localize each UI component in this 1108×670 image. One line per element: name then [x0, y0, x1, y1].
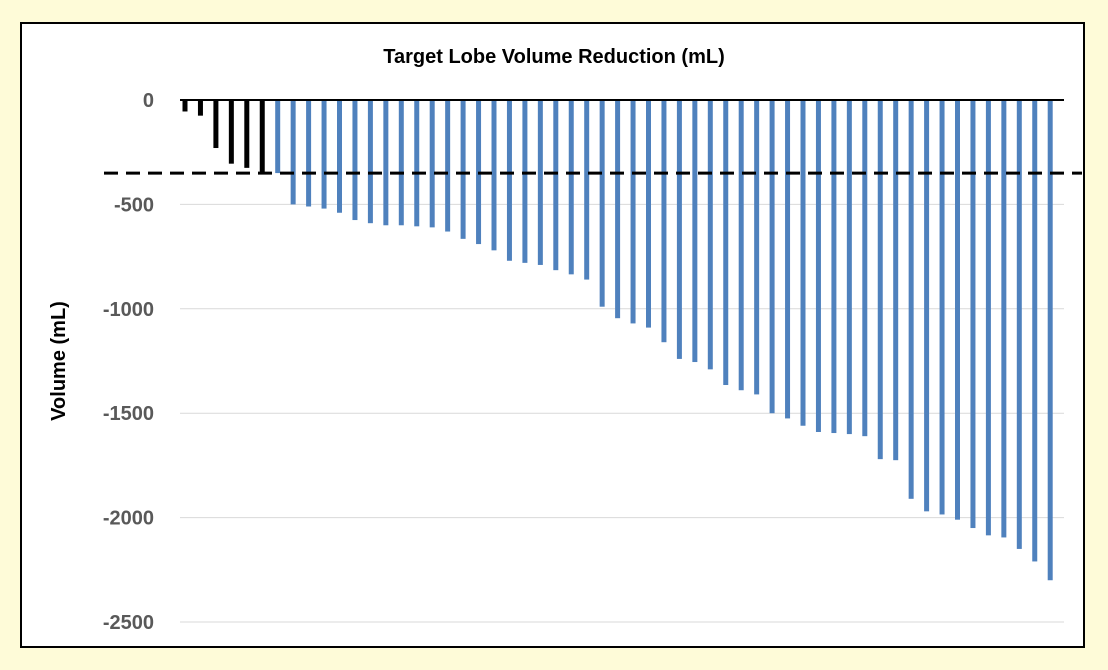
bar [1001, 100, 1007, 538]
bar [321, 100, 327, 209]
y-tick-label: -2000 [103, 508, 154, 530]
bar [846, 100, 852, 435]
bar [244, 100, 250, 168]
y-axis-title: Volume (mL) [48, 301, 70, 421]
bar [506, 100, 512, 261]
bar [429, 100, 435, 228]
bar [661, 100, 667, 343]
bar [414, 100, 420, 227]
bar [491, 100, 497, 251]
bar [769, 100, 775, 414]
bar [1032, 100, 1038, 562]
bar [723, 100, 729, 386]
bar [383, 100, 389, 226]
bar [676, 100, 682, 359]
bar [692, 100, 698, 363]
bar [924, 100, 930, 512]
bar [228, 100, 234, 164]
y-tick-label: -1000 [103, 299, 154, 321]
bar [877, 100, 883, 460]
bar-chart: 0 -500 -1000 -1500 -2000 -2500 Target Lobe Vo… [48, 46, 1082, 634]
bar [831, 100, 837, 434]
bar [615, 100, 621, 319]
bar [182, 100, 188, 112]
bar [1016, 100, 1022, 549]
y-tick-label: -2500 [103, 612, 154, 634]
bar [630, 100, 636, 324]
bar [367, 100, 373, 224]
bar [197, 100, 203, 116]
bar [985, 100, 991, 536]
bar [908, 100, 914, 499]
bar [259, 100, 265, 173]
y-tick-label: -500 [114, 194, 154, 216]
y-tick-label: 0 [143, 90, 154, 112]
figure-frame: 0 -500 -1000 -1500 -2000 -2500 Target Lobe Vo… [20, 22, 1085, 648]
bar [337, 100, 342, 213]
y-tick-label: -1500 [103, 403, 154, 425]
bar [275, 100, 281, 174]
bar [815, 100, 821, 432]
bar [537, 100, 543, 265]
bar [862, 100, 868, 437]
bar [306, 100, 312, 207]
bar [754, 100, 760, 395]
bars [182, 100, 1053, 581]
bar [568, 100, 574, 275]
bar [290, 100, 296, 205]
bar [460, 100, 466, 239]
bar [646, 100, 651, 328]
bar [584, 100, 590, 280]
bar [1047, 100, 1053, 581]
gridlines [180, 203, 1064, 623]
bar [893, 100, 899, 461]
bar [445, 100, 451, 232]
bar [522, 100, 528, 263]
bar [738, 100, 744, 391]
bar [970, 100, 976, 529]
bar [553, 100, 559, 271]
y-tick-labels: 0 -500 -1000 -1500 -2000 -2500 [103, 90, 154, 634]
bar [785, 100, 791, 419]
bar [213, 100, 219, 149]
bar [800, 100, 806, 426]
bar [955, 100, 960, 520]
bar [352, 100, 358, 221]
chart-title: Target Lobe Volume Reduction (mL) [383, 46, 724, 68]
bar [398, 100, 404, 226]
bar [939, 100, 945, 515]
bar [599, 100, 605, 307]
bar [707, 100, 713, 370]
